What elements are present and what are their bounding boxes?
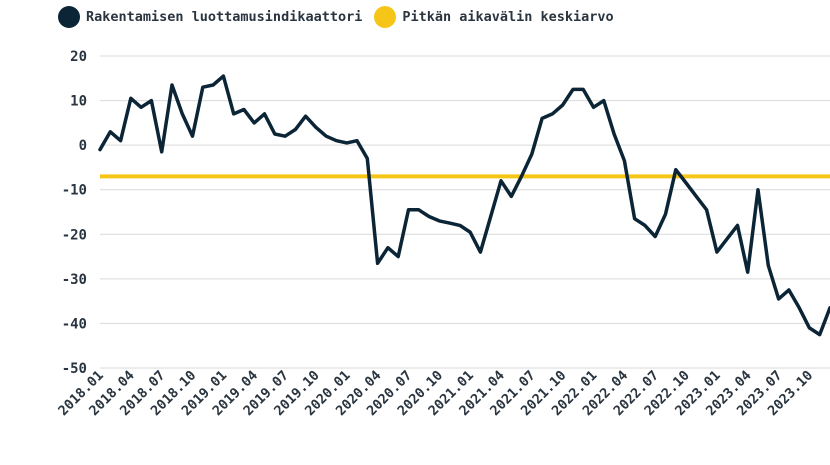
y-tick-label: -40: [62, 316, 87, 332]
legend-item-confidence[interactable]: Rakentamisen luottamusindikaattori: [58, 6, 362, 28]
y-tick-label: -30: [62, 272, 87, 288]
y-tick-label: -10: [62, 183, 87, 199]
y-tick-label: 20: [70, 49, 87, 65]
y-tick-label: -50: [62, 361, 87, 377]
y-tick-label: 10: [70, 94, 87, 110]
legend-label-confidence: Rakentamisen luottamusindikaattori: [86, 9, 363, 25]
legend-swatch-average-icon: [374, 6, 397, 28]
legend-label-average: Pitkän aikavälin keskiarvo: [402, 9, 614, 25]
y-tick-label: -20: [62, 227, 87, 243]
x-axis: 2018.012018.042018.072018.102019.012019.…: [55, 368, 816, 420]
y-tick-label: 0: [79, 138, 87, 154]
series-line-confidence: [98, 74, 830, 337]
series: [98, 74, 830, 337]
grid: [100, 55, 830, 369]
legend: Rakentamisen luottamusindikaattori Pitkä…: [58, 4, 614, 30]
legend-swatch-confidence-icon: [58, 6, 80, 28]
legend-item-average[interactable]: Pitkän aikavälin keskiarvo: [374, 6, 614, 28]
y-axis: 20 10 0 -10 -20 -30 -40 -50: [62, 49, 87, 377]
